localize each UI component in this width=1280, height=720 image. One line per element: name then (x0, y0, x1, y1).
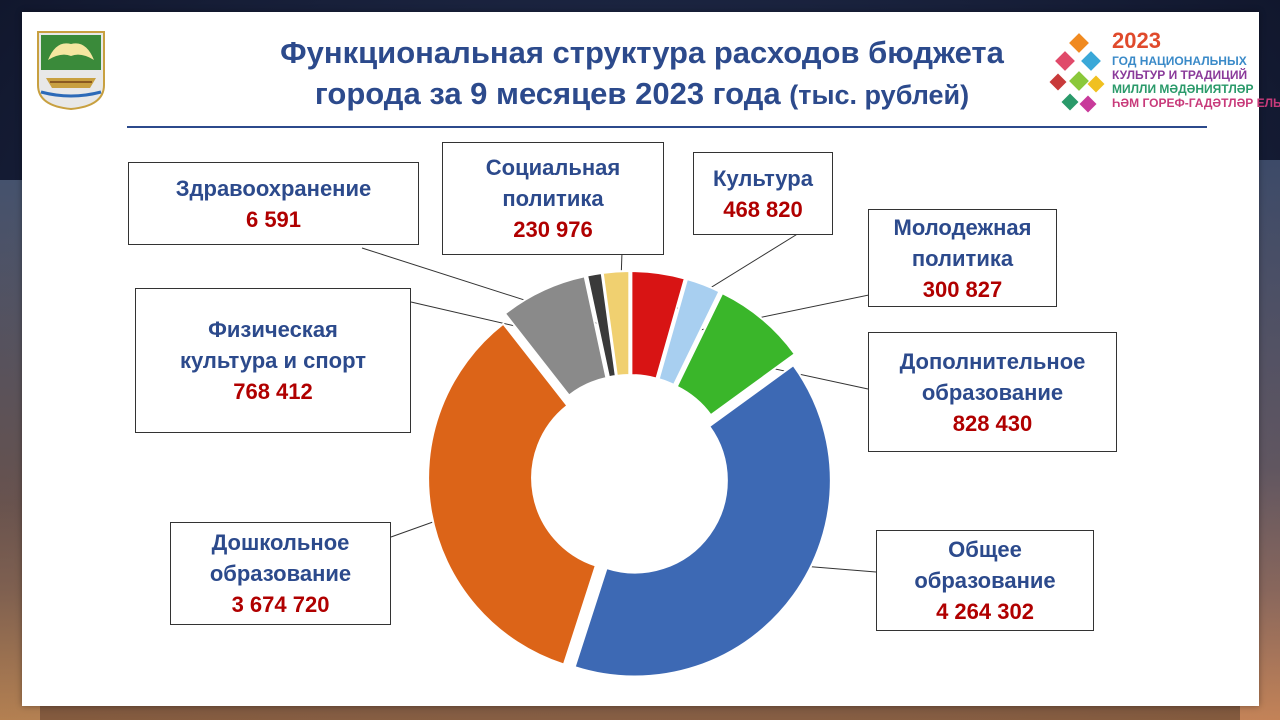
label-youth-name-2: политика (911, 245, 1014, 271)
donut-slice-0 (630, 270, 687, 380)
logo-text-3: МИЛЛИ МӘДӘНИЯТЛӘР (1112, 82, 1254, 96)
label-general-value: 4 264 302 (936, 599, 1034, 624)
label-health-value: 6 591 (245, 206, 302, 232)
title-unit: (тыс. рублей) (789, 80, 970, 110)
label-social-name-2: политика (502, 186, 604, 211)
label-culture-name: Культура (713, 165, 813, 191)
label-addedu: Дополнительное образование 828 430 (868, 332, 1117, 452)
donut-slice-4 (427, 322, 598, 666)
logo-year: 2023 (1112, 28, 1161, 53)
logo-text-1: ГОД НАЦИОНАЛЬНЫХ (1112, 54, 1247, 68)
label-social-value: 230 976 (513, 217, 593, 242)
label-preschool-name-2: образование (209, 561, 352, 586)
label-addedu-name-2: образование (921, 379, 1064, 405)
label-health: Здравоохранение 6 591 (128, 162, 419, 245)
label-youth-value: 300 827 (922, 276, 1003, 302)
donut-slice-1 (657, 277, 721, 387)
donut-slice-5 (503, 275, 608, 397)
page-title: Функциональная структура расходов бюджет… (142, 32, 1142, 116)
logo-text-2: КУЛЬТУР И ТРАДИЦИЙ (1112, 68, 1248, 82)
label-culture-value: 468 820 (723, 196, 803, 222)
label-health-name: Здравоохранение (175, 175, 372, 201)
slide: Функциональная структура расходов бюджет… (22, 12, 1280, 706)
year-of-cultures-logo: 2023 ГОД НАЦИОНАЛЬНЫХ КУЛЬТУР И ТРАДИЦИЙ… (1044, 28, 1280, 128)
label-youth-name-1: Молодежная (893, 214, 1032, 240)
label-sport-name-2: культура и спорт (179, 348, 367, 373)
title-line-1: Функциональная структура расходов бюджет… (280, 35, 1004, 70)
title-divider (127, 126, 1207, 128)
donut-slice-2 (675, 291, 797, 417)
label-general-name-1: Общее (948, 537, 1022, 562)
donut-slices (427, 270, 832, 678)
label-sport-name-1: Физическая (208, 317, 338, 342)
label-addedu-name-1: Дополнительное (899, 348, 1086, 374)
label-social: Социальная политика 230 976 (442, 142, 664, 255)
label-sport-value: 768 412 (233, 379, 313, 404)
label-sport: Физическая культура и спорт 768 412 (135, 288, 411, 433)
label-culture: Культура 468 820 (693, 152, 833, 235)
title-line-2: города за 9 месяцев 2023 года (тыс. рубл… (142, 73, 1142, 116)
label-preschool-name-1: Дошкольное (211, 530, 350, 555)
title-line-2-text: города за 9 месяцев 2023 года (314, 76, 781, 111)
label-general: Общее образование 4 264 302 (876, 530, 1094, 631)
donut-chart (361, 224, 1058, 678)
logo-text-4: ҺӘМ ГОРЕФ-ГАДӘТЛӘР ЕЛЫ (1112, 96, 1280, 110)
ornament-icon (1049, 33, 1105, 113)
coat-of-arms-logo (37, 31, 105, 110)
label-preschool: Дошкольное образование 3 674 720 (170, 522, 391, 625)
label-preschool-value: 3 674 720 (231, 592, 330, 617)
donut-slice-6 (585, 271, 617, 379)
donut-slice-3 (573, 363, 832, 678)
label-social-name-1: Социальная (485, 155, 621, 180)
donut-slice-7 (601, 270, 631, 378)
label-general-name-2: образование (914, 568, 1056, 593)
label-youth: Молодежная политика 300 827 (868, 209, 1057, 307)
label-addedu-value: 828 430 (952, 410, 1033, 436)
